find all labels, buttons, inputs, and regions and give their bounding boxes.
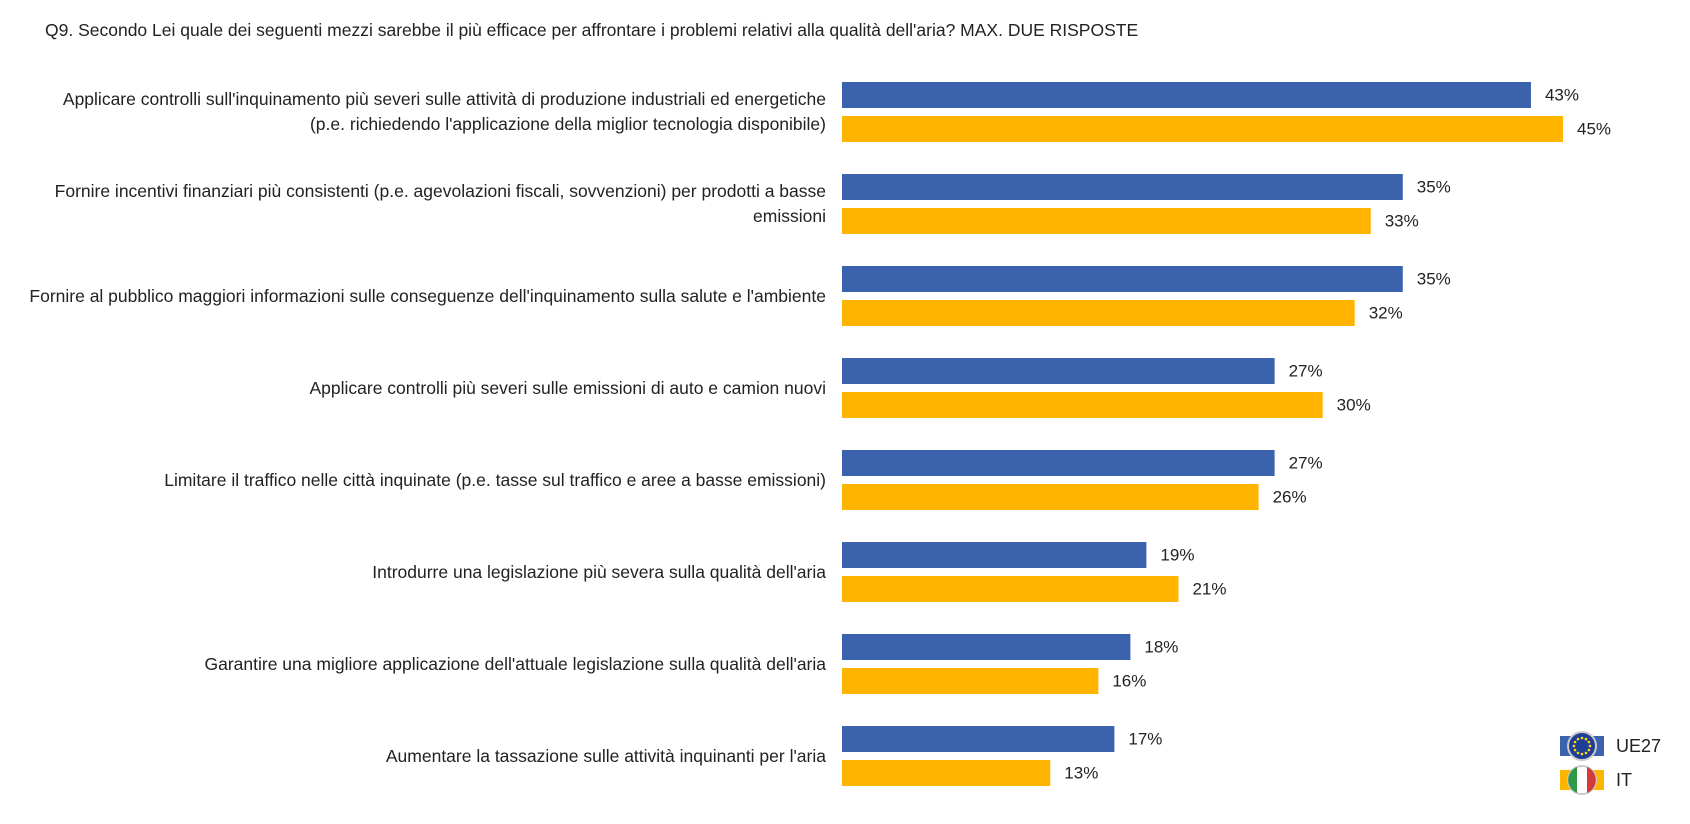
- legend-item: UE27: [1560, 731, 1661, 761]
- bar: [842, 726, 1115, 752]
- bar: [842, 266, 1403, 292]
- bar: [842, 760, 1051, 786]
- category-label: Garantire una migliore applicazione dell…: [204, 653, 827, 674]
- legend-icon-star: [1584, 737, 1588, 741]
- category-label: Applicare controlli sull'inquinamento pi…: [62, 89, 826, 134]
- bar: [842, 576, 1179, 602]
- legend-icon-star: [1572, 744, 1576, 748]
- bar: [842, 208, 1371, 234]
- legend-icon-star: [1573, 740, 1577, 744]
- legend-icon-star: [1580, 736, 1584, 740]
- value-label: 45%: [1577, 119, 1611, 138]
- legend-icon-star: [1576, 751, 1580, 755]
- category-label: Fornire al pubblico maggiori informazion…: [29, 285, 826, 306]
- value-label: 21%: [1192, 579, 1226, 598]
- legend-icon-star: [1584, 751, 1588, 755]
- bar: [842, 634, 1131, 660]
- legend-icon-star: [1580, 752, 1584, 756]
- value-label: 43%: [1545, 85, 1579, 104]
- value-label: 17%: [1128, 729, 1162, 748]
- value-label: 18%: [1144, 637, 1178, 656]
- bar: [842, 300, 1355, 326]
- legend-icon-star: [1587, 748, 1591, 752]
- value-label: 35%: [1417, 269, 1451, 288]
- legend-icon-star: [1588, 744, 1592, 748]
- category-label: Applicare controlli più severi sulle emi…: [309, 377, 826, 398]
- value-label: 13%: [1064, 763, 1098, 782]
- bar: [842, 542, 1147, 568]
- bar: [842, 484, 1259, 510]
- chart-title: Q9. Secondo Lei quale dei seguenti mezzi…: [45, 20, 1139, 40]
- bar: [842, 358, 1275, 384]
- category-label: Aumentare la tassazione sulle attività i…: [385, 745, 826, 766]
- value-label: 19%: [1160, 545, 1194, 564]
- value-label: 32%: [1369, 303, 1403, 322]
- value-label: 27%: [1289, 361, 1323, 380]
- value-label: 33%: [1385, 211, 1419, 230]
- legend-item: IT: [1560, 765, 1632, 795]
- legend-icon-green: [1568, 767, 1577, 793]
- bar: [842, 174, 1403, 200]
- legend-label: IT: [1616, 770, 1632, 790]
- value-label: 35%: [1417, 177, 1451, 196]
- value-label: 16%: [1112, 671, 1146, 690]
- bar: [842, 116, 1563, 142]
- value-label: 26%: [1273, 487, 1307, 506]
- legend-icon-star: [1587, 740, 1591, 744]
- bar: [842, 82, 1531, 108]
- category-label: Fornire incentivi finanziari più consist…: [54, 181, 826, 226]
- bar: [842, 668, 1099, 694]
- bar: [842, 450, 1275, 476]
- value-label: 30%: [1337, 395, 1371, 414]
- legend-label: UE27: [1616, 736, 1661, 756]
- category-label: Limitare il traffico nelle città inquina…: [164, 469, 826, 490]
- legend-icon-star: [1576, 737, 1580, 741]
- bar: [842, 392, 1323, 418]
- legend-icon-star: [1573, 748, 1577, 752]
- value-label: 27%: [1289, 453, 1323, 472]
- category-label: Introdurre una legislazione più severa s…: [372, 561, 826, 582]
- legend-icon-red: [1587, 767, 1596, 793]
- legend-icon: [1567, 731, 1597, 761]
